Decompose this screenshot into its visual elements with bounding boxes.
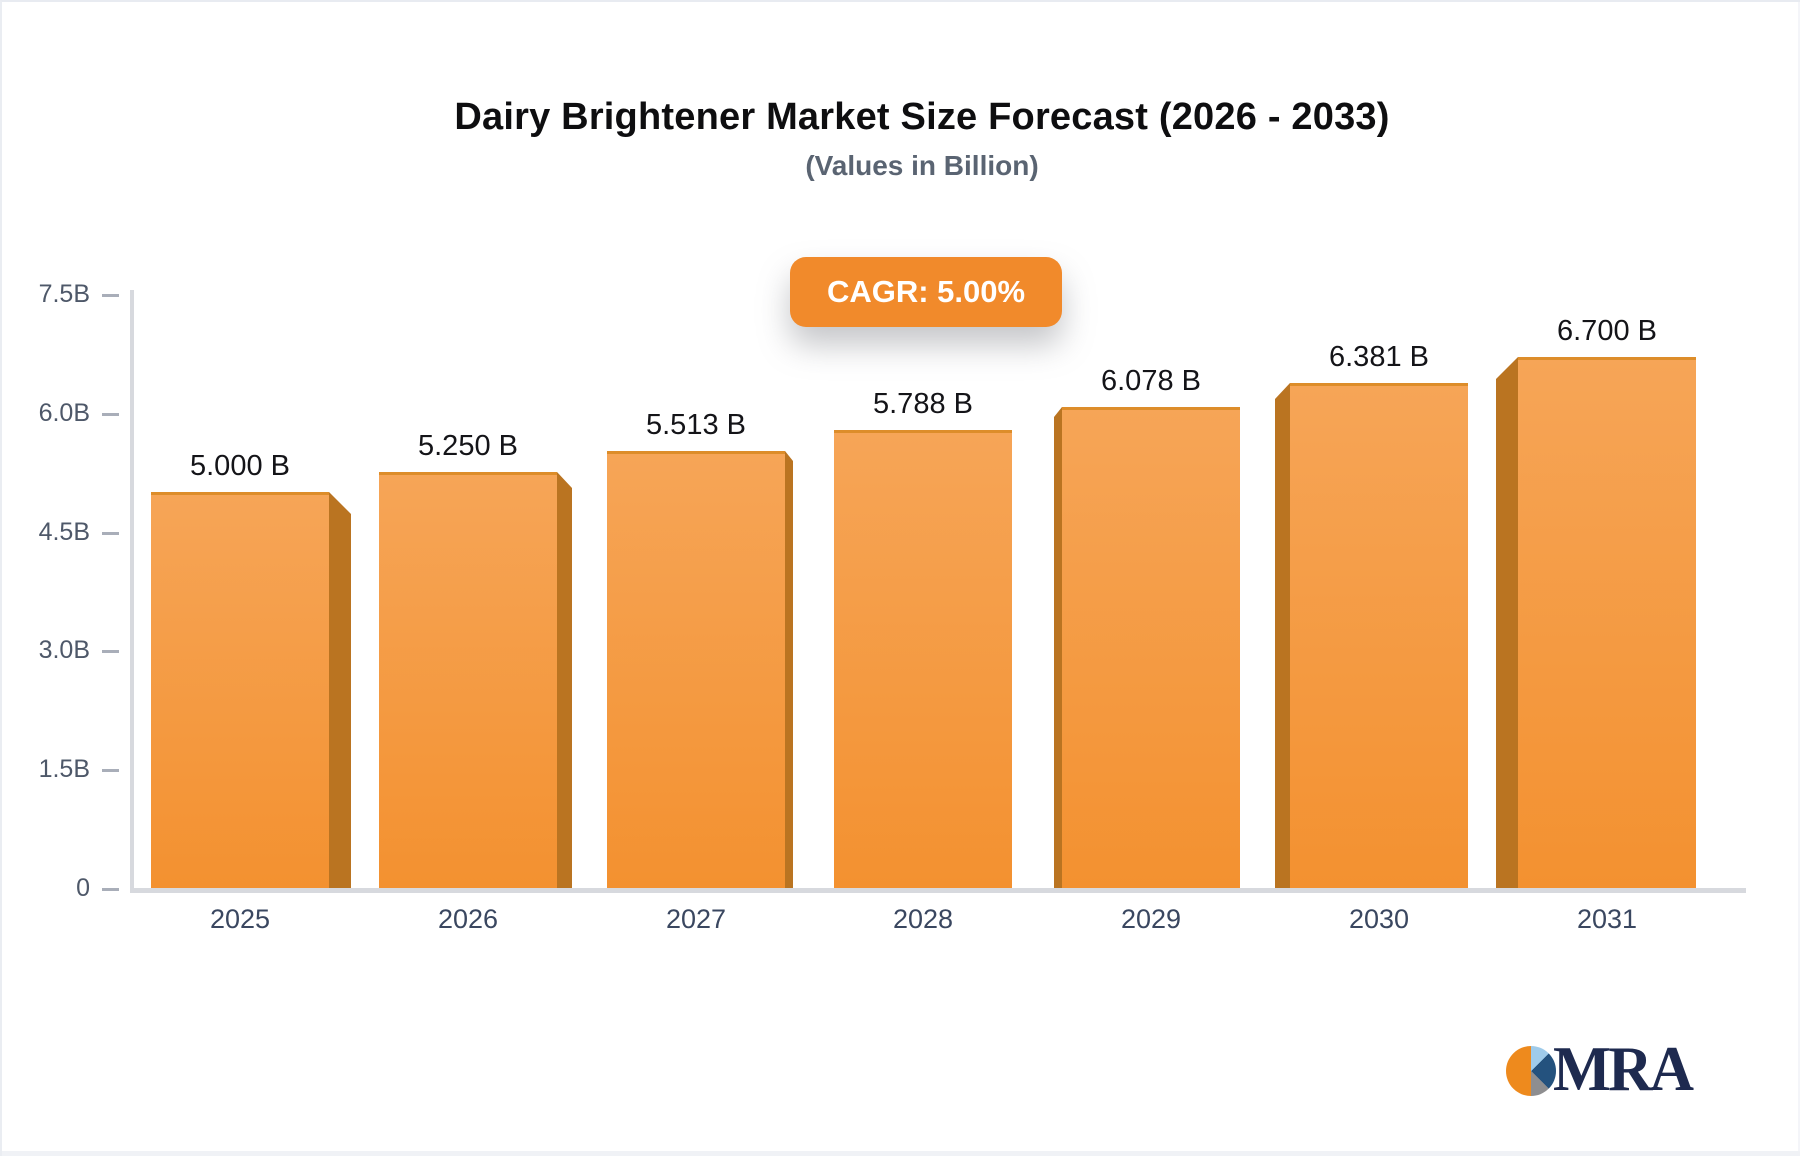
logo-text: MRA <box>1553 1033 1694 1104</box>
bar-2028 <box>834 430 1012 888</box>
x-axis-label-2026: 2026 <box>437 904 499 934</box>
mra-logo: MRA <box>1506 1033 1706 1104</box>
bar-value-label-2030: 6.381 B <box>1329 341 1429 373</box>
y-axis-line <box>130 290 134 890</box>
y-axis-tick-label: 0 <box>76 874 90 902</box>
bar-side-3d-2031 <box>1496 357 1518 888</box>
y-axis-tick <box>102 650 119 653</box>
x-axis-label-2031: 2031 <box>1576 904 1638 934</box>
bar-2025 <box>151 492 329 888</box>
x-axis-line <box>130 888 1746 893</box>
y-axis-tick <box>102 294 119 297</box>
bar-2030 <box>1290 383 1468 888</box>
y-axis-tick-label: 4.5B <box>38 518 90 546</box>
y-axis-tick-label: 7.5B <box>38 280 90 308</box>
y-axis-tick <box>102 769 119 772</box>
bar-value-label-2025: 5.000 B <box>190 450 290 482</box>
y-axis-tick <box>102 413 119 416</box>
bar-2029 <box>1062 407 1240 888</box>
y-axis-tick <box>102 532 119 535</box>
x-axis-label-2028: 2028 <box>892 904 954 934</box>
bar-value-label-2029: 6.078 B <box>1101 365 1201 397</box>
bar-side-3d-2027 <box>785 451 793 888</box>
x-axis-label-2025: 2025 <box>209 904 271 934</box>
bar-value-label-2028: 5.788 B <box>873 388 973 420</box>
x-axis-label-2029: 2029 <box>1120 904 1182 934</box>
chart-title: Dairy Brightener Market Size Forecast (2… <box>454 96 1390 138</box>
y-axis-tick <box>102 888 119 891</box>
x-axis-label-2027: 2027 <box>665 904 727 934</box>
bar-value-label-2031: 6.700 B <box>1557 315 1657 347</box>
bar-side-3d-2026 <box>557 472 572 888</box>
bar-side-3d-2025 <box>329 492 351 888</box>
chart-subtitle: (Values in Billion) <box>805 150 1039 181</box>
y-axis-tick-label: 1.5B <box>38 755 90 783</box>
bar-value-label-2027: 5.513 B <box>646 409 746 441</box>
bar-side-3d-2030 <box>1275 383 1290 888</box>
bar-2027 <box>607 451 785 888</box>
cagr-badge: CAGR: 5.00% <box>790 257 1062 327</box>
pie-chart-logo-icon <box>1506 1046 1556 1096</box>
bar-side-3d-2029 <box>1054 407 1062 888</box>
y-axis-tick-label: 6.0B <box>38 399 90 427</box>
bar-2031 <box>1518 357 1696 888</box>
x-axis-label-2030: 2030 <box>1348 904 1410 934</box>
y-axis-tick-label: 3.0B <box>38 636 90 664</box>
bar-2026 <box>379 472 557 888</box>
bar-value-label-2026: 5.250 B <box>418 430 518 462</box>
